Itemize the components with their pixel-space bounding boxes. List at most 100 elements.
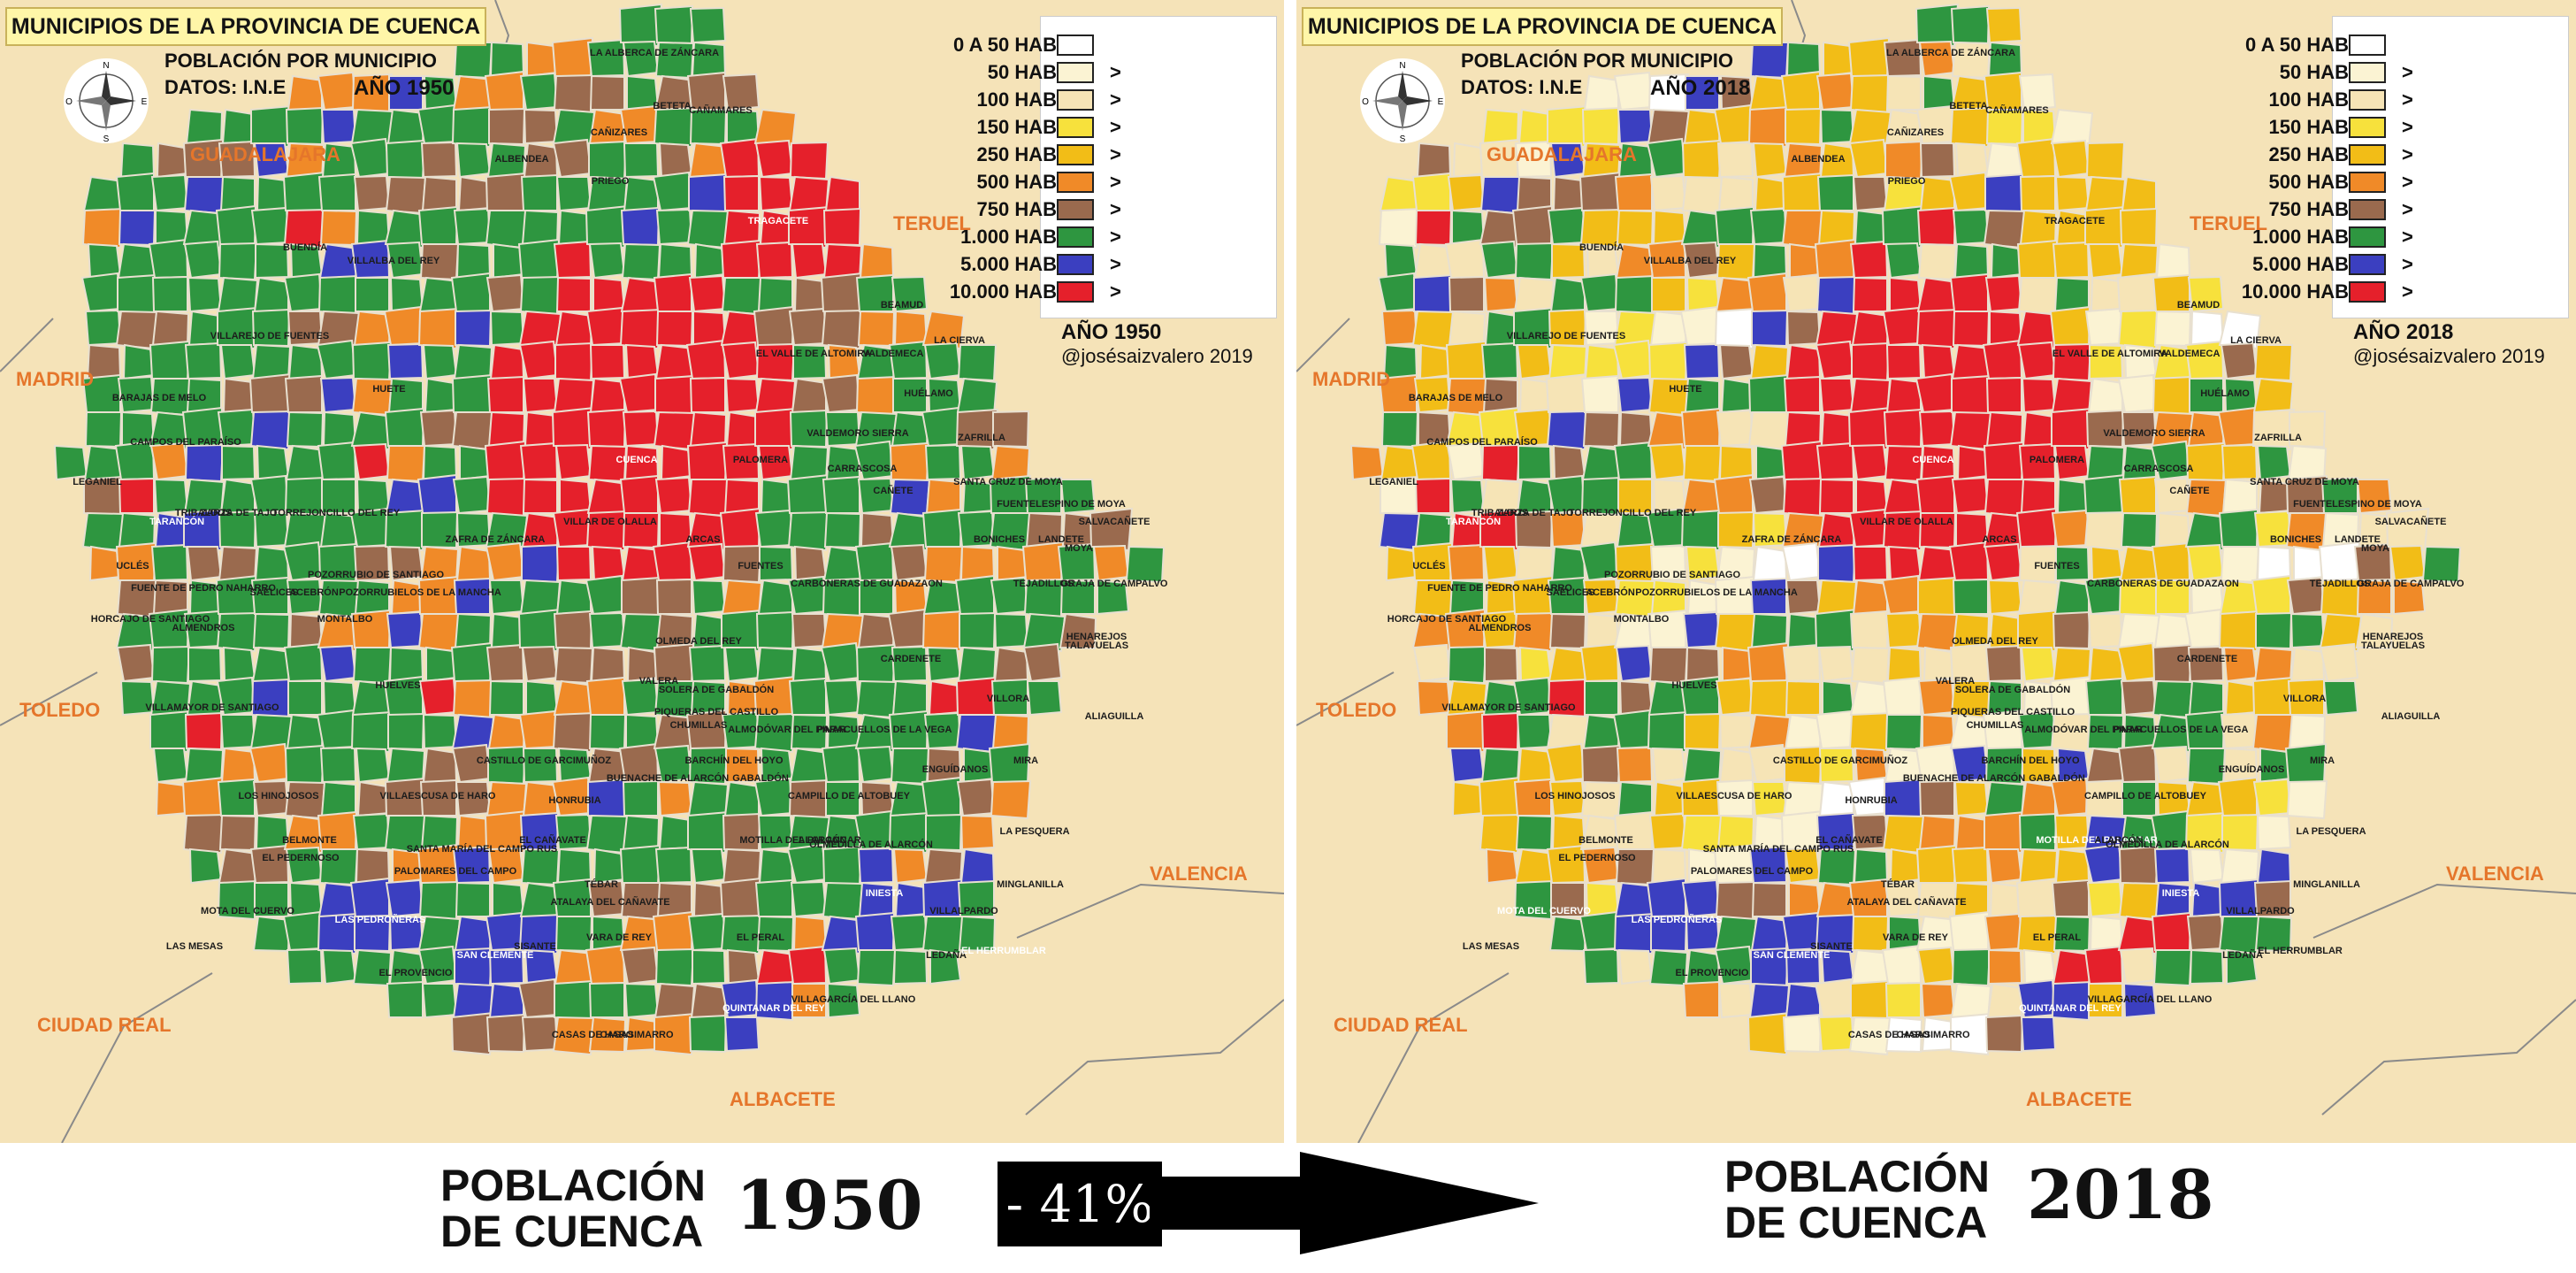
- municipality-cell: [586, 408, 627, 449]
- municipality-label: CHUMILLAS: [669, 720, 728, 731]
- map-year-label: AÑO 2018: [1650, 76, 1751, 100]
- municipality-cell: [755, 241, 794, 280]
- municipality-cell: [1413, 273, 1455, 316]
- municipality-cell: [689, 6, 727, 44]
- municipality-cell: [754, 509, 794, 548]
- municipality-cell: [692, 948, 727, 985]
- municipality-label: GRAJA DE CAMPALVO: [1060, 579, 1168, 589]
- municipality-cell: [284, 374, 323, 413]
- bottom-year-1950: 1950: [736, 1166, 923, 1245]
- municipality-cell: [719, 877, 763, 921]
- municipality-label: POZORRUBIO DE SANTIAGO: [307, 570, 445, 580]
- municipality-cell: [183, 240, 223, 280]
- municipality-label: ACEBRÓN: [289, 587, 339, 598]
- municipality-cell: [1447, 645, 1487, 685]
- municipality-cell: [1848, 138, 1889, 179]
- municipality-cell: [1613, 71, 1654, 111]
- municipality-cell: [1651, 747, 1687, 784]
- municipality-cell: [1817, 543, 1857, 584]
- municipality-cell: [1985, 6, 2023, 44]
- municipality-cell: [1780, 70, 1821, 111]
- municipality-cell: [2089, 915, 2124, 952]
- municipality-label: HUELVES: [1671, 680, 1717, 691]
- municipality-cell: [453, 207, 492, 246]
- municipality-cell: [1747, 641, 1790, 685]
- region-ciudad-real: CIUDAD REAL: [1334, 1014, 1468, 1036]
- municipality-cell: [185, 108, 224, 146]
- municipality-cell: [622, 814, 661, 852]
- municipality-label: BELMONTE: [1578, 835, 1633, 846]
- municipality-cell: [484, 70, 524, 111]
- municipality-cell: [1814, 238, 1857, 281]
- municipality-cell: [2389, 544, 2427, 582]
- municipality-cell: [823, 679, 861, 717]
- municipality-label: OLMEDILLA DE ALARCÓN: [2106, 840, 2229, 850]
- legend-sign: >: [2402, 116, 2413, 138]
- municipality-label: EL PERAL: [2032, 932, 2082, 943]
- municipality-cell: [1548, 646, 1588, 685]
- municipality-cell: [588, 140, 628, 180]
- municipality-cell: [788, 205, 831, 249]
- municipality-cell: [1617, 948, 1654, 985]
- municipality-label: BETETA: [653, 101, 692, 111]
- municipality-cell: [1651, 277, 1686, 312]
- municipality-cell: [184, 443, 225, 483]
- municipality-cell: [450, 641, 493, 685]
- municipality-cell: [1682, 445, 1723, 483]
- municipality-cell: [1097, 579, 1130, 616]
- municipality-cell: [686, 209, 730, 249]
- municipality-label: SAN CLEMENTE: [456, 950, 534, 961]
- municipality-cell: [1815, 72, 1855, 111]
- municipality-cell: [1852, 546, 1889, 582]
- legend-swatch: [2349, 172, 2386, 193]
- municipality-cell: [2053, 276, 2090, 312]
- municipality-cell: [1847, 36, 1891, 80]
- municipality-cell: [1884, 1016, 1923, 1054]
- municipality-cell: [690, 848, 727, 885]
- municipality-cell: [523, 108, 559, 145]
- municipality-cell: [1951, 947, 1991, 987]
- municipality-cell: [1815, 275, 1858, 316]
- municipality-cell: [687, 810, 730, 855]
- legend-sign: >: [1110, 253, 1121, 275]
- municipality-label: ALARCÓN: [2094, 835, 2144, 846]
- region-madrid: MADRID: [16, 368, 94, 390]
- municipality-cell: [485, 172, 528, 215]
- municipality-cell: [517, 978, 559, 1019]
- municipality-cell: [1546, 410, 1590, 451]
- municipality-label: SISANTE: [1810, 941, 1853, 952]
- municipality-cell: [928, 679, 962, 717]
- legend-swatch: [1057, 281, 1094, 303]
- municipality-label: MINGLANILLA: [2293, 879, 2360, 890]
- municipality-cell: [1022, 612, 1066, 653]
- municipality-cell: [1616, 746, 1654, 784]
- municipality-cell: [625, 713, 660, 750]
- municipality-cell: [1788, 881, 1822, 918]
- municipality-cell: [1917, 576, 1959, 618]
- municipality-label: PARACUELLOS DE LA VEGA: [816, 725, 952, 735]
- municipality-cell: [285, 444, 325, 483]
- municipality-cell: [218, 140, 256, 179]
- municipality-cell: [1748, 679, 1791, 719]
- municipality-cell: [455, 545, 492, 582]
- municipality-cell: [182, 813, 226, 855]
- municipality-cell: [317, 441, 357, 481]
- municipality-cell: [1882, 676, 1922, 716]
- municipality-cell: [519, 275, 562, 316]
- legend-label: 10.000 HAB: [949, 280, 1057, 303]
- map-panel-1950: MUNICIPIOS DE LA PROVINCIA DE CUENCA N S…: [0, 0, 1284, 1143]
- municipality-cell: [1512, 611, 1556, 653]
- legend-sign: >: [2402, 88, 2413, 111]
- municipality-cell: [1986, 848, 2023, 885]
- municipality-label: HUÉLAMO: [904, 388, 953, 399]
- municipality-cell: [687, 479, 730, 518]
- municipality-cell: [2183, 608, 2225, 649]
- province-map-2018: [1296, 0, 2576, 1143]
- municipality-label: LEGANIEL: [1369, 477, 1418, 487]
- municipality-cell: [790, 880, 828, 918]
- municipality-cell: [2049, 305, 2091, 348]
- legend-swatch: [1057, 144, 1094, 165]
- municipality-cell: [921, 406, 962, 448]
- municipality-cell: [1648, 647, 1689, 685]
- municipality-cell: [2054, 847, 2091, 885]
